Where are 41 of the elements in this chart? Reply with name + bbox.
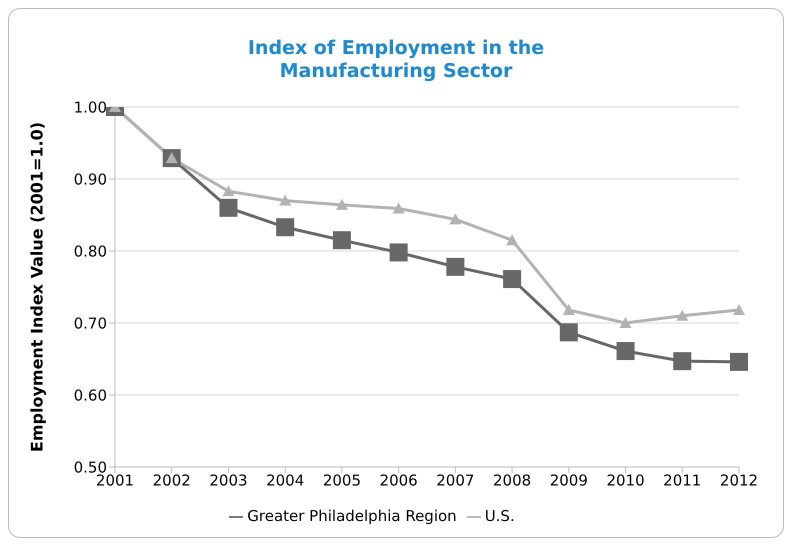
chart-title: Index of Employment in the Manufacturing Sector	[246, 37, 546, 83]
point	[730, 352, 748, 371]
point	[620, 317, 632, 328]
point	[562, 304, 575, 316]
point	[673, 352, 692, 370]
x-tick-label: 2003	[209, 472, 248, 490]
point	[733, 304, 745, 316]
x-tick-label: 2009	[550, 472, 588, 490]
x-tick-label: 2010	[606, 472, 645, 490]
point	[503, 270, 522, 288]
point	[392, 202, 405, 214]
point	[336, 198, 348, 210]
point	[560, 323, 578, 342]
y-tick-label: 0.60	[74, 386, 107, 404]
legend-label: U.S.	[484, 507, 515, 525]
x-tick-label: 2007	[436, 472, 474, 490]
point	[332, 231, 351, 250]
x-tick-label: 2004	[266, 472, 304, 490]
point	[449, 213, 462, 224]
x-tick-label: 2001	[96, 472, 134, 490]
point	[276, 218, 294, 236]
point	[219, 198, 238, 217]
y-tick-label: 0.80	[74, 242, 107, 260]
x-tick-label: 2005	[322, 472, 362, 490]
x-tick-label: 2002	[152, 472, 191, 490]
x-tick-label: 2012	[720, 472, 758, 490]
y-tick-label: 0.90	[74, 170, 107, 188]
point	[390, 243, 408, 262]
y-axis-title: Employment Index Value (2001=1.0)	[28, 122, 47, 452]
y-tick-label: 1.00	[74, 98, 107, 116]
point	[222, 185, 234, 196]
point	[279, 194, 292, 206]
x-tick-label: 2008	[492, 472, 532, 490]
point	[676, 310, 688, 321]
point	[446, 258, 464, 276]
point	[616, 342, 635, 360]
point	[506, 234, 518, 246]
y-tick-label: 0.70	[74, 314, 107, 332]
x-tick-label: 2011	[663, 472, 702, 490]
legend-label: Greater Philadelphia Region	[247, 507, 457, 525]
x-tick-label: 2006	[380, 472, 418, 490]
